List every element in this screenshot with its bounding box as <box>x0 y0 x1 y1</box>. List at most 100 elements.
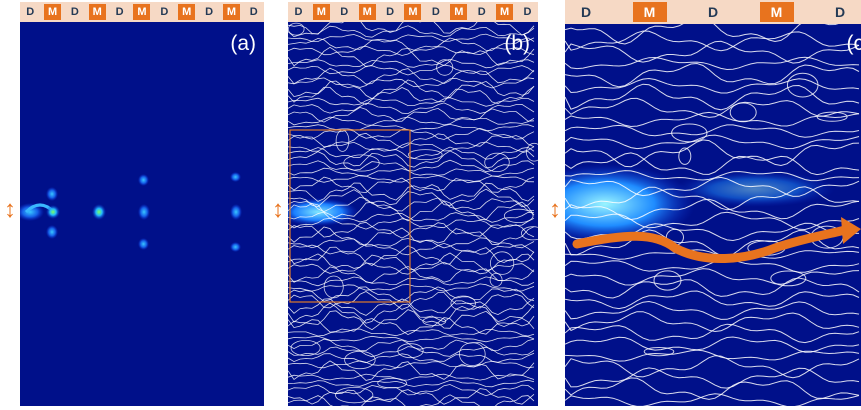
streamline <box>565 24 839 45</box>
streamline <box>288 226 535 246</box>
strip-cell: M <box>759 2 794 22</box>
vortex-line <box>408 149 443 161</box>
streamline <box>565 300 860 320</box>
hotspot <box>20 203 44 221</box>
strip-cell: D <box>386 6 395 18</box>
vortex-line <box>678 147 692 165</box>
streamline <box>565 211 860 231</box>
streamline <box>288 302 535 324</box>
panel-label-b: (b) <box>504 32 530 55</box>
streamline <box>288 58 535 69</box>
streamline <box>565 198 860 221</box>
vortex-line <box>643 347 675 357</box>
streamline <box>565 30 860 52</box>
panel-label-a: (a) <box>230 32 256 55</box>
vortex-line <box>450 295 476 311</box>
streamline <box>288 132 535 149</box>
strip-cell: M <box>44 4 62 20</box>
vortex-line <box>770 270 807 287</box>
zoom-box <box>289 129 411 303</box>
strip-cell: D <box>70 6 79 18</box>
flow-arrow <box>572 225 850 264</box>
streamline <box>288 146 535 160</box>
vortex-line <box>335 129 350 152</box>
streamline <box>565 97 860 118</box>
layer-strip-b: D M D M D M D M D M D <box>288 2 538 22</box>
streamline <box>288 261 535 275</box>
vortex-line <box>290 339 321 356</box>
streamline <box>565 134 860 150</box>
strip-cell: D <box>340 6 349 18</box>
streamline <box>288 328 535 337</box>
intensity-field-a <box>20 22 264 406</box>
streamline <box>288 360 535 381</box>
strip-cell: D <box>477 6 486 18</box>
streamline <box>288 97 535 107</box>
strip-cell: D <box>834 4 846 20</box>
hotspot <box>138 238 149 250</box>
hotspot <box>230 204 242 220</box>
layer-strip-a: D M D M D M D M D M D <box>20 2 264 22</box>
streamline <box>288 217 535 230</box>
streamline <box>288 106 535 123</box>
streamline <box>288 64 535 76</box>
streamline <box>288 338 535 352</box>
hotspot <box>230 172 241 182</box>
streamline <box>288 196 535 213</box>
vortex-line <box>521 226 538 241</box>
flow-arrowhead <box>841 217 861 244</box>
streamline <box>565 349 860 362</box>
streamline <box>288 297 535 316</box>
streamline <box>288 360 535 369</box>
streamline <box>288 188 535 208</box>
streamline <box>565 258 860 273</box>
streamline-field-b <box>288 22 538 406</box>
streamline <box>288 150 535 169</box>
streamline <box>288 22 535 36</box>
strip-cell: M <box>312 4 330 20</box>
streamline <box>565 124 860 138</box>
hotspot <box>46 205 60 219</box>
vortex-line <box>459 342 486 367</box>
field-map-a <box>20 172 242 252</box>
field-glow <box>565 164 695 244</box>
strip-cell: D <box>249 6 258 18</box>
streamline <box>288 67 535 85</box>
streamline <box>565 139 860 168</box>
hotspot <box>138 174 149 186</box>
vortex-line <box>526 142 538 162</box>
streamline <box>288 174 535 183</box>
vortex-line <box>786 72 819 98</box>
strip-cell: D <box>115 6 124 18</box>
streamline <box>565 40 860 64</box>
streamline <box>288 46 535 68</box>
streamlines-c <box>565 24 861 406</box>
streamline-field-c <box>565 24 861 406</box>
vortex-line <box>344 350 376 370</box>
vortex-line <box>490 251 515 275</box>
streamline <box>565 277 860 299</box>
streamline <box>288 127 535 140</box>
vortex-line <box>729 102 757 123</box>
vortex-line <box>671 123 708 143</box>
streamline <box>288 283 535 292</box>
streamline <box>288 379 535 388</box>
streamline <box>565 323 860 344</box>
strip-cell: M <box>496 4 514 20</box>
streamline <box>288 141 535 153</box>
input-indicator-b: ↕ <box>272 196 284 223</box>
streamline <box>288 167 535 177</box>
input-indicator-a: ↕ <box>4 196 16 223</box>
vortex-line <box>436 59 454 76</box>
streamline <box>565 367 860 389</box>
streamline <box>565 377 860 400</box>
field-glow <box>675 171 835 207</box>
strip-cell: D <box>523 6 532 18</box>
panel-a: D M D M D M D M D M D <box>20 0 264 406</box>
streamline <box>565 355 860 379</box>
streamline <box>288 276 535 287</box>
strip-cell: M <box>450 4 468 20</box>
streamline <box>288 176 535 194</box>
streamline <box>565 56 860 71</box>
streamline <box>565 268 860 286</box>
